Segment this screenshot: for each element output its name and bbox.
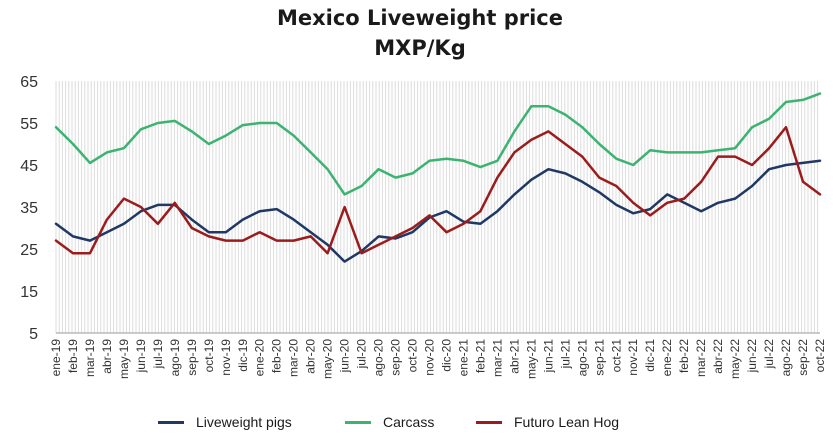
x-tick-label: abr-20 [304, 339, 318, 374]
x-tick-label: jun-19 [134, 339, 148, 374]
y-tick-label: 65 [20, 74, 38, 91]
legend-swatch-liveweight-pigs [158, 420, 184, 424]
x-tick-label: jul-19 [151, 339, 165, 370]
x-tick-label: ene-20 [253, 339, 267, 377]
x-tick-label: jul-21 [558, 339, 572, 370]
x-tick-label: dic-20 [439, 339, 453, 372]
grid-lines [55, 81, 819, 333]
legend-item-liveweight-pigs: Liveweight pigs [158, 414, 292, 430]
x-tick-label: sep-22 [796, 339, 810, 376]
x-tick-label: jul-20 [355, 339, 369, 370]
x-tick-label: may-20 [321, 339, 335, 379]
x-tick-label: abr-19 [100, 339, 114, 374]
legend-label-carcass: Carcass [383, 414, 435, 430]
y-tick-label: 45 [20, 158, 38, 175]
x-tick-label: nov-20 [423, 339, 437, 376]
x-tick-label: may-21 [524, 339, 538, 379]
x-tick-label: dic-19 [236, 339, 250, 372]
x-tick-label: mar-21 [490, 339, 504, 377]
x-tick-label: ene-22 [660, 339, 674, 377]
x-tick-label: ago-21 [575, 339, 589, 377]
legend: Liveweight pigs Carcass Futuro Lean Hog [0, 414, 840, 438]
x-tick-label: oct-20 [406, 339, 420, 373]
y-tick-label: 25 [20, 242, 38, 259]
legend-item-carcass: Carcass [345, 414, 434, 430]
x-tick-label: feb-19 [66, 339, 80, 373]
x-tick-label: mar-22 [694, 339, 708, 377]
legend-swatch-futuro-lean-hog [476, 420, 502, 424]
x-tick-label: oct-21 [609, 339, 623, 373]
x-tick-label: may-22 [728, 339, 742, 379]
x-tick-label: jun-20 [338, 339, 352, 374]
y-tick-label: 5 [29, 326, 38, 343]
x-tick-label: sep-21 [592, 339, 606, 376]
x-tick-label: mar-19 [83, 339, 97, 377]
chart-subtitle: MXP/Kg [374, 36, 466, 60]
x-tick-label: feb-22 [677, 339, 691, 373]
x-tick-label: sep-19 [185, 339, 199, 376]
x-tick-label: mar-20 [287, 339, 301, 377]
x-tick-label: nov-21 [626, 339, 640, 376]
x-tick-label: oct-22 [813, 339, 827, 373]
x-tick-label: ene-19 [49, 339, 63, 377]
series-line-futuro-lean-hog [54, 125, 822, 255]
x-tick-label: ago-20 [372, 339, 386, 377]
x-tick-label: jun-21 [541, 339, 555, 374]
x-tick-label: ene-21 [456, 339, 470, 377]
x-tick-label: nov-19 [219, 339, 233, 376]
x-tick-label: abr-22 [711, 339, 725, 374]
legend-label-futuro-lean-hog: Futuro Lean Hog [514, 414, 620, 430]
x-tick-label: jun-22 [745, 339, 759, 374]
y-tick-label: 35 [20, 200, 38, 217]
legend-swatch-carcass [345, 420, 371, 424]
x-tick-label: abr-21 [507, 339, 521, 374]
y-tick-label: 15 [20, 284, 38, 301]
x-tick-label: jul-22 [762, 339, 776, 370]
series-line-carcass [54, 92, 822, 196]
x-tick-label: ago-22 [779, 339, 793, 377]
legend-item-futuro-lean-hog: Futuro Lean Hog [476, 414, 619, 430]
series-line-liveweight-pigs [54, 159, 822, 263]
x-tick-label: feb-20 [270, 339, 284, 373]
legend-label-liveweight-pigs: Liveweight pigs [196, 414, 292, 430]
x-tick-label: sep-20 [389, 339, 403, 376]
x-tick-label: dic-21 [643, 339, 657, 372]
chart-title: Mexico Liveweight price [276, 6, 564, 30]
x-tick-label: ago-19 [168, 339, 182, 377]
y-tick-label: 55 [20, 116, 38, 133]
x-tick-label: feb-21 [473, 339, 487, 373]
x-tick-label: may-19 [117, 339, 131, 379]
x-tick-label: oct-19 [202, 339, 216, 373]
